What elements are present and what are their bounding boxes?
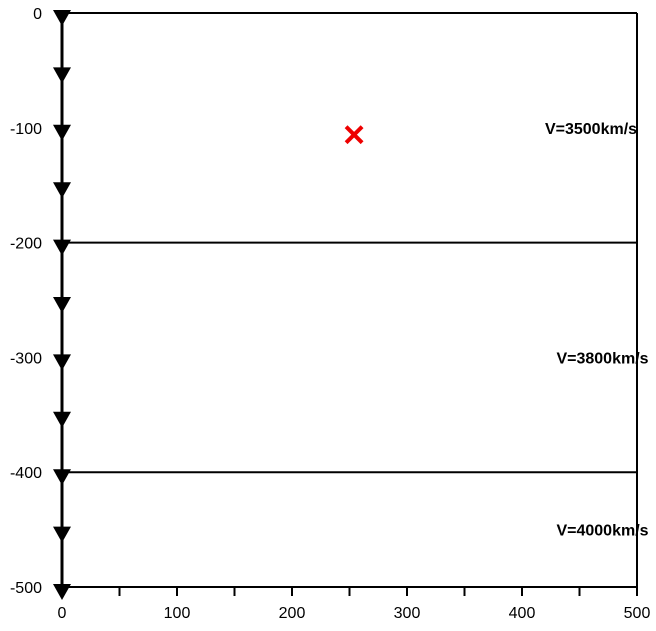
layer-velocity-label: V=3800km/s — [556, 350, 648, 367]
down-triangle-icon — [53, 239, 71, 256]
down-triangle-icon — [53, 297, 71, 313]
down-triangle-icon — [53, 526, 71, 543]
layer-labels: V=3500km/s V=3800km/s V=4000km/s — [545, 121, 649, 540]
cross-icon — [344, 125, 364, 145]
down-triangle-icon — [53, 67, 71, 84]
x-tick-label: 400 — [509, 605, 536, 622]
y-tick-label: -500 — [10, 580, 42, 597]
down-triangle-icon — [53, 584, 71, 600]
x-tick-label: 200 — [279, 605, 306, 622]
receiver-array — [53, 10, 71, 600]
down-triangle-icon — [53, 469, 71, 486]
x-tick-label: 100 — [164, 605, 191, 622]
x-tick-label: 0 — [58, 605, 67, 622]
down-triangle-icon — [53, 182, 71, 199]
y-tick-label: -300 — [10, 350, 42, 367]
layer-velocity-label: V=3500km/s — [545, 121, 637, 138]
down-triangle-icon — [53, 10, 71, 26]
x-axis: 0 100 200 300 400 500 — [58, 587, 651, 622]
y-tick-label: -400 — [10, 465, 42, 482]
x-tick-label: 300 — [394, 605, 421, 622]
y-tick-label: 0 — [33, 6, 42, 23]
source-marker — [344, 125, 364, 145]
y-tick-label: -100 — [10, 121, 42, 138]
down-triangle-icon — [53, 354, 71, 371]
layer-boundaries — [62, 241, 637, 474]
y-axis: 0 -100 -200 -300 -400 -500 — [10, 6, 42, 597]
layer-velocity-label: V=4000km/s — [556, 523, 648, 540]
down-triangle-icon — [53, 124, 71, 141]
down-triangle-icon — [53, 411, 71, 428]
y-tick-label: -200 — [10, 236, 42, 253]
x-tick-label: 500 — [624, 605, 651, 622]
